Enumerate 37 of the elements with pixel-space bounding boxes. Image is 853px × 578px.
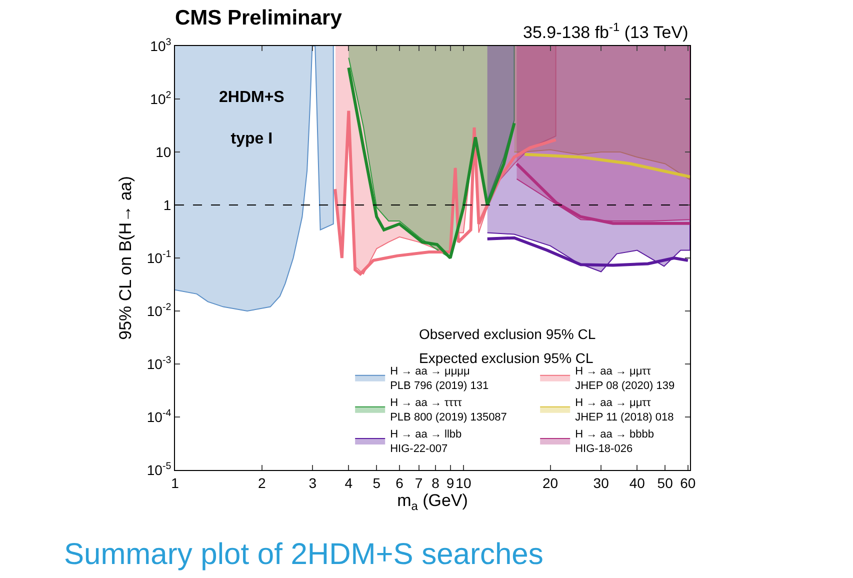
x-tick-label: 60 bbox=[680, 474, 696, 491]
x-tick-label: 8 bbox=[432, 474, 440, 491]
x-tick-label: 40 bbox=[629, 474, 646, 491]
y-tick-label: 10$^{-1}$ bbox=[146, 249, 172, 266]
chart-title: CMS Preliminary bbox=[175, 6, 342, 30]
y-tick-label: 10 bbox=[156, 144, 172, 160]
x-tick-label: 2 bbox=[258, 474, 266, 491]
legend-label: H → aa → μμττ JHEP 11 (2018) 018 bbox=[575, 397, 674, 424]
text: Summary plot of 2HDM+S searches bbox=[64, 538, 544, 571]
y-tick-label: 10$^{-5}$ bbox=[146, 461, 172, 478]
legend-label: H → aa → ττττ PLB 800 (2019) 135087 bbox=[390, 397, 507, 424]
x-tick-label: 20 bbox=[542, 474, 558, 491]
y-tick-label: 10$^{-4}$ bbox=[146, 408, 172, 425]
legend-label: H → aa → μμττ JHEP 08 (2020) 139 bbox=[575, 365, 675, 392]
y-tick-label: 10$^{-3}$ bbox=[146, 355, 172, 372]
y-tick-label: 10$^{2}$ bbox=[150, 90, 172, 107]
text: 2HDM+S type I bbox=[219, 89, 284, 148]
x-tick-label: 5 bbox=[372, 474, 381, 491]
y-axis-title: 95% CL on B(H→ aa) bbox=[116, 176, 135, 340]
y-tick-label: 1 bbox=[163, 196, 172, 213]
chart-subtitle: 35.9-138 fb$^{-1}$ (13 TeV) bbox=[523, 20, 688, 42]
annotation: Expected exclusion 95% CL bbox=[419, 350, 594, 366]
x-tick-label: 7 bbox=[414, 474, 423, 491]
x-tick-label: 6 bbox=[396, 474, 404, 491]
y-tick-label: 10$^{3}$ bbox=[150, 37, 172, 54]
x-tick-label: 3 bbox=[308, 474, 317, 491]
x-axis-title: m$_{a}$ (GeV) bbox=[397, 491, 468, 513]
legend-label: H → aa → bbbb HIG-18-026 bbox=[575, 428, 654, 455]
x-tick-label: 30 bbox=[593, 474, 610, 491]
x-tick-label: 9 bbox=[446, 474, 454, 491]
x-tick-label: 50 bbox=[657, 474, 674, 491]
x-tick-label: 10 bbox=[456, 474, 472, 491]
annotation: Observed exclusion 95% CL bbox=[419, 326, 596, 342]
legend-label: H → aa → llbb HIG-22-007 bbox=[390, 428, 462, 455]
y-tick-label: 10$^{-2}$ bbox=[146, 302, 172, 319]
x-tick-label: 4 bbox=[344, 474, 353, 491]
legend-label: H → aa → μμμμ PLB 796 (2019) 131 bbox=[390, 365, 489, 392]
